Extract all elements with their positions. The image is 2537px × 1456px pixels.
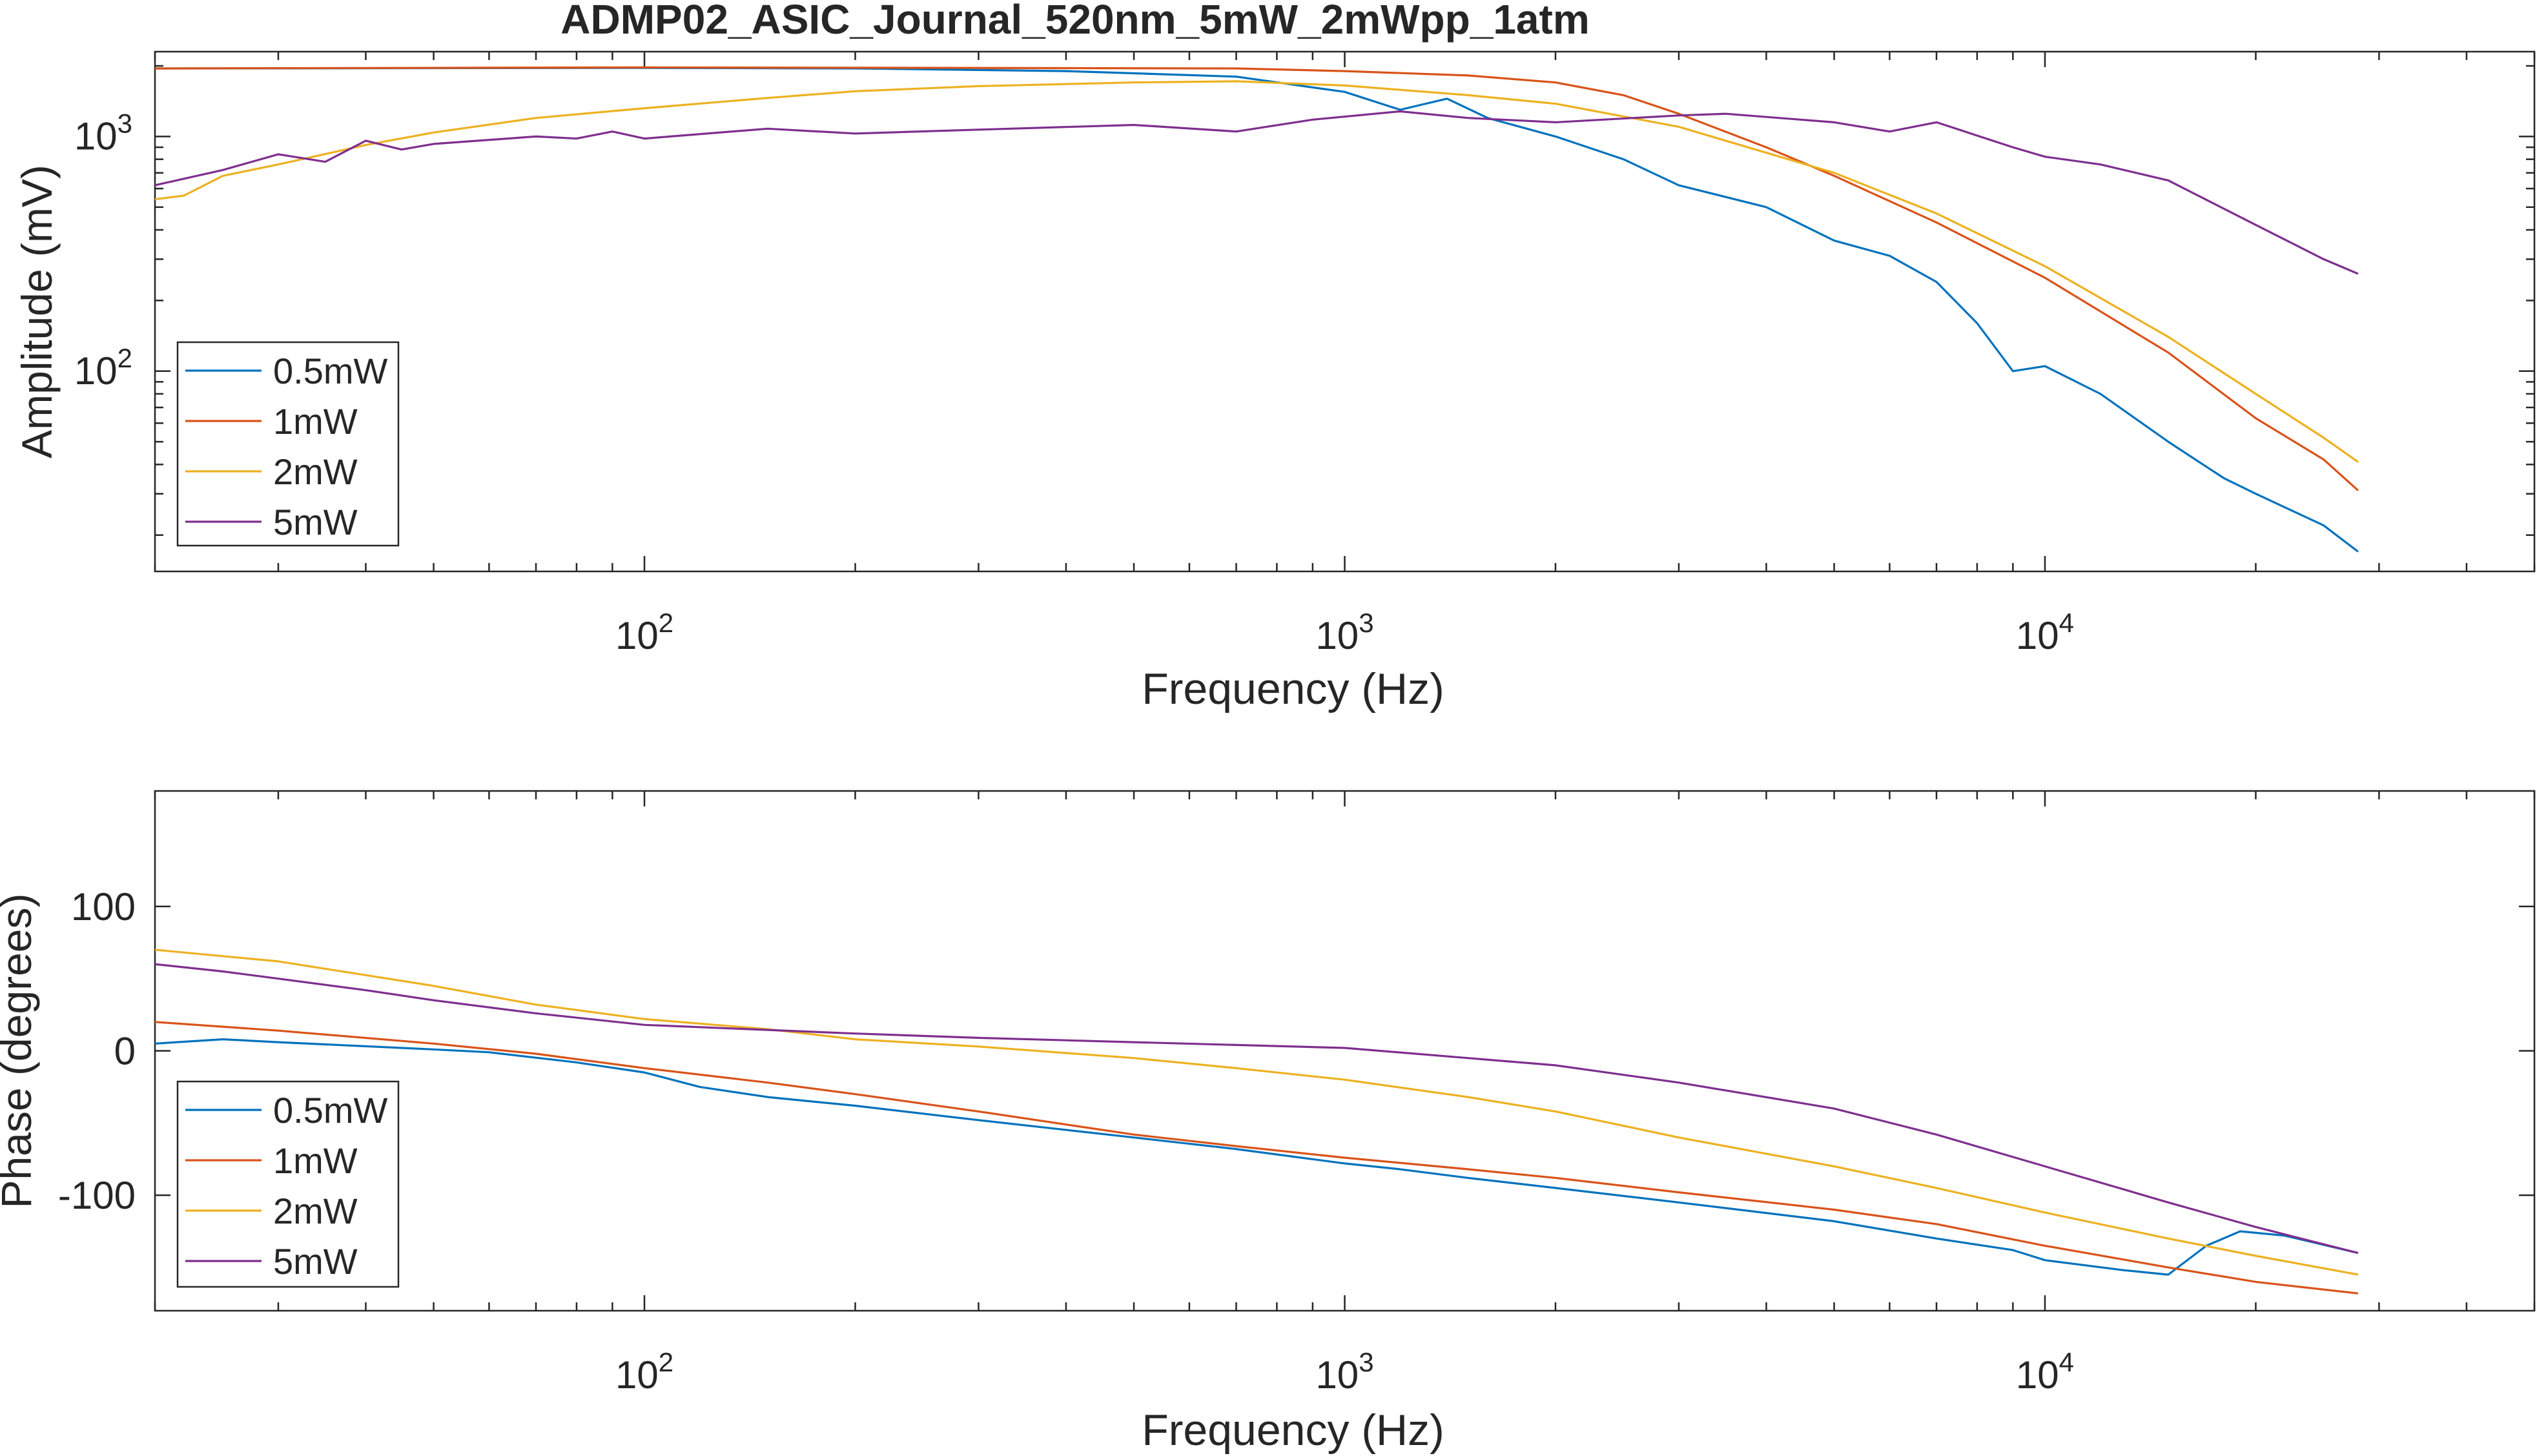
series-lines <box>155 948 2359 1295</box>
series-line-0.5mW <box>155 1038 2359 1276</box>
series-line-1mW <box>155 1021 2359 1295</box>
y-tick-label: 0 <box>114 1030 136 1073</box>
legend-label: 2mW <box>273 451 358 492</box>
series-line-2mW <box>155 948 2359 1276</box>
axes-box <box>154 790 2536 1312</box>
legend-label: 0.5mW <box>273 351 387 391</box>
series-line-0.5mW <box>155 67 2359 553</box>
legend-label: 1mW <box>273 401 358 442</box>
y-ticks <box>155 905 2534 1196</box>
series-line-5mW <box>155 963 2359 1255</box>
x-tick-label: 103 <box>1315 608 1373 657</box>
y-ticks <box>155 65 2534 536</box>
x-tick-label: 103 <box>1315 1347 1373 1397</box>
y-tick-label: 100 <box>71 885 136 928</box>
legend-label: 2mW <box>273 1191 358 1231</box>
series-line-1mW <box>155 66 2359 491</box>
x-minor-ticks <box>154 791 2536 1311</box>
x-tick-label: 104 <box>2016 1347 2074 1397</box>
x-tick-label: 102 <box>615 608 673 657</box>
legend-label: 1mW <box>273 1140 358 1181</box>
series-line-5mW <box>155 110 2359 275</box>
axes-box <box>154 50 2536 573</box>
legend: 0.5mW 1mW 2mW 5mW <box>176 341 400 547</box>
x-tick-label: 104 <box>2016 608 2074 657</box>
y-axis-label: Phase (degrees) <box>0 894 40 1209</box>
legend-box <box>176 341 400 547</box>
chart-title: ADMP02_ASIC_Journal_520nm_5mW_2mWpp_1atm <box>560 0 1589 43</box>
y-tick-label: 103 <box>74 108 132 158</box>
phase-plot: 102 103 104 100 0 -100 Frequency (Hz) Phase (de… <box>0 790 2536 1455</box>
y-tick-label: 102 <box>74 343 132 393</box>
legend-label: 0.5mW <box>273 1090 387 1131</box>
legend-label: 5mW <box>273 502 358 542</box>
y-tick-label: -100 <box>58 1174 136 1217</box>
series-lines <box>155 66 2359 553</box>
amplitude-plot: 102 103 104 102 103 Frequency (Hz) Amplitude (… <box>13 50 2536 713</box>
x-tick-label: 102 <box>615 1347 673 1397</box>
x-axis-label: Frequency (Hz) <box>1142 664 1444 713</box>
legend-box <box>176 1080 400 1288</box>
legend-label: 5mW <box>273 1241 358 1282</box>
legend: 0.5mW 1mW 2mW 5mW <box>176 1080 400 1288</box>
y-axis-label: Amplitude (mV) <box>13 165 61 458</box>
x-minor-ticks <box>154 52 2536 571</box>
x-axis-label: Frequency (Hz) <box>1142 1406 1444 1455</box>
